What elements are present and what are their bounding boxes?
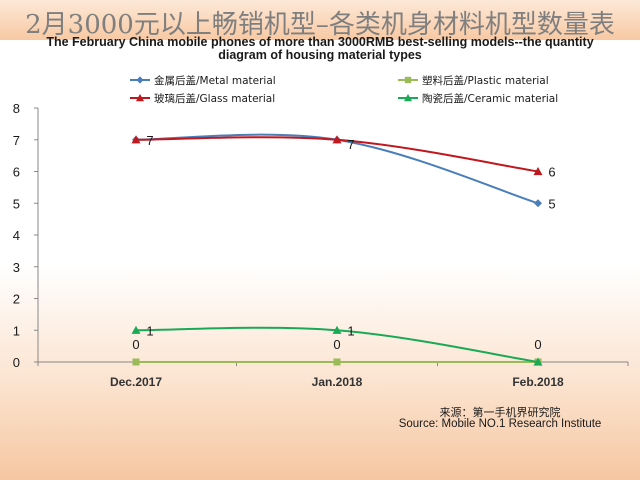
legend-entry: 金属后盖/Metal material <box>154 74 276 87</box>
data-label: 0 <box>534 337 541 352</box>
subtitle-line-2: diagram of housing material types <box>218 48 422 62</box>
data-point <box>131 135 141 144</box>
subtitle-line-1: The February China mobile phones of more… <box>46 35 594 49</box>
legend-entry: 陶瓷后盖/Ceramic material <box>422 92 558 105</box>
source-cn: 来源：第一手机界研究院 <box>439 406 561 419</box>
series-line-0 <box>135 133 539 205</box>
data-point <box>132 358 140 366</box>
data-label: 7 <box>146 133 153 148</box>
source-en: Source: Mobile NO.1 Research Institute <box>398 418 602 430</box>
y-tick-label: 5 <box>13 196 20 211</box>
chart-title: 2月3000元以上畅销机型–各类机身材料机型数量表 <box>25 10 615 40</box>
data-label: 0 <box>132 337 139 352</box>
y-tick-label: 6 <box>13 165 20 180</box>
data-point <box>533 357 543 366</box>
data-point <box>533 167 543 176</box>
y-tick-label: 8 <box>13 101 20 116</box>
chart-subtitle: The February China mobile phones of more… <box>0 36 640 62</box>
data-point <box>332 325 342 334</box>
y-tick-label: 0 <box>13 355 20 370</box>
title-bar <box>0 0 640 40</box>
y-tick-label: 2 <box>13 292 20 307</box>
legend-marker <box>404 76 412 84</box>
y-tick-label: 3 <box>13 260 20 275</box>
data-point <box>131 325 141 334</box>
legend-marker <box>136 76 144 84</box>
legend-entry: 塑料后盖/Plastic material <box>422 74 549 87</box>
data-label: 7 <box>347 137 354 152</box>
y-tick-label: 1 <box>13 323 20 338</box>
data-point <box>332 135 342 144</box>
x-tick-label: Jan.2018 <box>312 375 363 389</box>
data-point <box>333 358 341 366</box>
y-tick-label: 4 <box>13 228 20 243</box>
data-label: 5 <box>548 196 555 211</box>
legend-marker <box>403 93 413 102</box>
y-tick-label: 7 <box>13 133 20 148</box>
legend-marker <box>135 93 145 102</box>
data-label: 1 <box>146 323 153 338</box>
legend-entry: 玻璃后盖/Glass material <box>154 92 275 105</box>
x-tick-label: Feb.2018 <box>512 375 564 389</box>
data-label: 6 <box>548 165 555 180</box>
data-label: 1 <box>347 323 354 338</box>
data-point <box>534 199 542 208</box>
data-label: 0 <box>333 337 340 352</box>
x-tick-label: Dec.2017 <box>110 375 162 389</box>
